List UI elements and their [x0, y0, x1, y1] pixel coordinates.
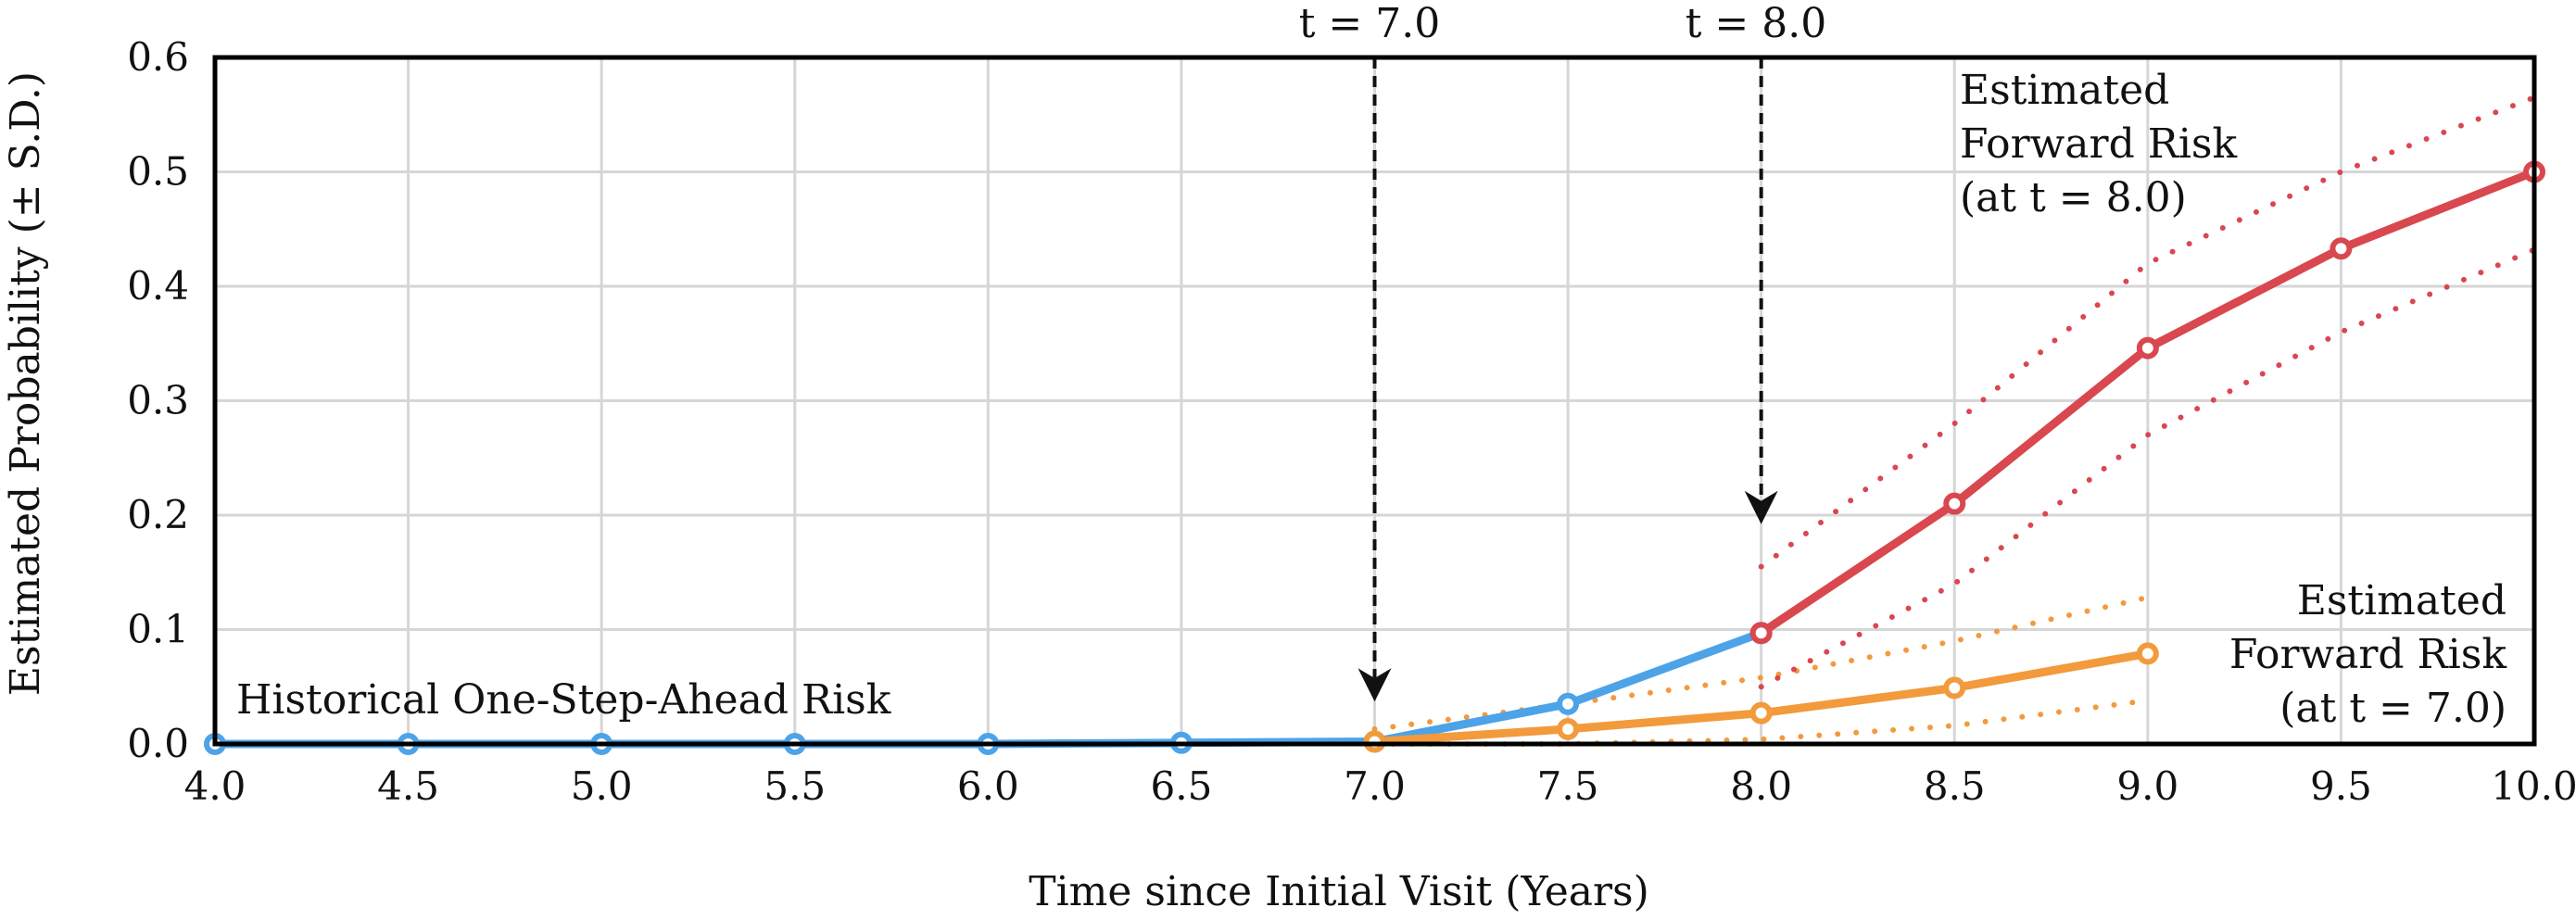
y-axis-title: Estimated Probability (± S.D.)	[2, 71, 49, 696]
marker-t8-label: t = 8.0	[1686, 0, 1827, 47]
forward-risk-t7-label: Estimated Forward Risk (at t = 7.0)	[2229, 577, 2507, 732]
y-tick-labels: 0.0 0.1 0.2 0.3 0.4 0.5 0.6	[127, 34, 189, 766]
x-tick-label: 5.5	[764, 763, 826, 809]
historical-risk-label: Historical One-Step-Ahead Risk	[236, 676, 891, 724]
forward_t8-point	[1943, 492, 1966, 515]
x-tick-label: 5.0	[571, 763, 633, 809]
forward-risk-t8-line1: Estimated	[1960, 67, 2169, 114]
x-tick-label: 4.5	[377, 763, 439, 809]
forward_t8-point	[2330, 237, 2353, 260]
y-tick-label: 0.4	[127, 263, 189, 309]
y-tick-label: 0.2	[127, 492, 189, 537]
forward_t7-point	[1557, 717, 1580, 740]
forward_t7-point	[1943, 676, 1966, 699]
x-axis-title: Time since Initial Visit (Years)	[1029, 868, 1649, 915]
forward-risk-t7-line2: Forward Risk	[2229, 631, 2507, 678]
forward-risk-t7-line3: (at t = 7.0)	[2279, 685, 2507, 732]
x-tick-label: 9.0	[2116, 763, 2178, 809]
forward-risk-t8-label: Estimated Forward Risk (at t = 8.0)	[1960, 67, 2238, 221]
series-points	[204, 160, 2545, 755]
forward_t8-point	[1749, 622, 1773, 645]
marker-t7-label: t = 7.0	[1299, 0, 1441, 47]
forward-risk-t8-line3: (at t = 8.0)	[1960, 174, 2187, 221]
x-tick-label: 8.5	[1924, 763, 1986, 809]
x-tick-label: 4.0	[184, 763, 246, 809]
x-tick-label: 6.0	[957, 763, 1019, 809]
x-tick-label: 7.5	[1537, 763, 1599, 809]
y-tick-label: 0.3	[127, 378, 189, 423]
x-tick-label: 10.0	[2491, 763, 2576, 809]
y-tick-label: 0.5	[127, 149, 189, 195]
plot-frame	[212, 55, 2537, 747]
time-markers	[1357, 57, 1778, 702]
y-tick-label: 0.6	[127, 34, 189, 80]
x-tick-label: 8.0	[1730, 763, 1792, 809]
forward-risk-t7-line1: Estimated	[2297, 577, 2507, 624]
forward_t7-point	[2136, 642, 2159, 665]
x-tick-label: 7.0	[1344, 763, 1406, 809]
forward_t8-lower-sd	[1758, 246, 2537, 690]
forward-risk-t8-line2: Forward Risk	[1960, 120, 2238, 168]
forward_t7-point	[1749, 701, 1773, 725]
y-tick-label: 0.1	[127, 607, 189, 652]
forward_t8-point	[2136, 336, 2159, 359]
historical-point	[1557, 692, 1580, 715]
y-tick-label: 0.0	[127, 721, 189, 766]
x-tick-labels: 4.0 4.5 5.0 5.5 6.0 6.5 7.0 7.5 8.0 8.5 9.0 9.5 10.0	[184, 763, 2576, 809]
x-tick-label: 6.5	[1151, 763, 1213, 809]
x-tick-label: 9.5	[2310, 763, 2372, 809]
